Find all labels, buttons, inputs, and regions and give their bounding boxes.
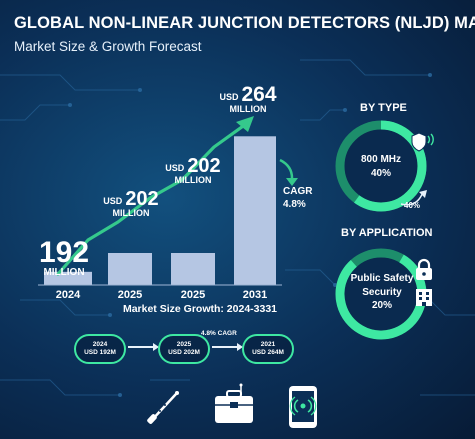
donut-segment-800mhz bbox=[335, 120, 427, 212]
page-title: GLOBAL NON-LINEAR JUNCTION DETECTORS (NL… bbox=[14, 14, 475, 32]
bar-value-number: 192 bbox=[38, 236, 90, 269]
bar-2025-2 bbox=[171, 253, 215, 285]
by-type-heading: BY TYPE bbox=[360, 102, 407, 114]
shield-icon bbox=[411, 132, 434, 152]
bar-value-label-2025a: USD USD 202 MILLION bbox=[100, 189, 162, 218]
bar-value-number: 202 bbox=[187, 155, 221, 177]
timeline-pill-2024: 2024 USD 192M bbox=[74, 334, 126, 364]
bar-value-number: 264 bbox=[241, 83, 277, 106]
bar-value-label-2025b: USD USD 202 MILLION bbox=[162, 156, 224, 185]
bar-2024-0 bbox=[44, 271, 92, 285]
growth-arrow bbox=[56, 116, 254, 276]
by-type-donut bbox=[335, 120, 427, 212]
x-tick-label: 2025 bbox=[117, 289, 143, 301]
bar-value-unit: MILLION bbox=[112, 208, 150, 218]
cagr-annotation-line1: CAGR bbox=[283, 186, 313, 197]
timeline-pill-year: 2021 bbox=[260, 341, 276, 349]
bar-value-unit: MILLION bbox=[229, 104, 267, 114]
by-type-side-label: 40% bbox=[404, 201, 421, 210]
cagr-arrow bbox=[279, 158, 298, 186]
donut-center-name-line2: Security bbox=[362, 286, 402, 298]
bar-value-label-2031: USD USD 264 MILLION bbox=[214, 84, 282, 114]
timeline-pill-2025: 2025 USD 202M bbox=[158, 334, 210, 364]
timeline-pill-value: USD 202M bbox=[168, 349, 200, 356]
donut-center-name: 800 MHz bbox=[360, 154, 401, 165]
timeline-arrow bbox=[128, 343, 159, 351]
timeline-pill-year: 2024 bbox=[92, 341, 108, 349]
timeline-pill-2031: 2021 USD 264M bbox=[242, 334, 294, 364]
page-subtitle: Market Size & Growth Forecast bbox=[14, 39, 202, 54]
timeline-pill-value: USD 192M bbox=[84, 349, 116, 356]
donut-center-value: 40% bbox=[370, 167, 391, 179]
tablet-signal-icon bbox=[289, 386, 317, 428]
curved-arrow-icon bbox=[400, 190, 427, 206]
bar-value-label-2024: 192 MILLION bbox=[36, 238, 92, 278]
bar-2025-1 bbox=[108, 253, 152, 285]
timeline-pill-value: USD 264M bbox=[252, 349, 284, 356]
by-type-center-label: 800 MHz 40% bbox=[345, 153, 417, 180]
building-icon bbox=[416, 289, 432, 306]
cagr-annotation: CAGR 4.8% bbox=[283, 186, 312, 211]
bar-value-prefix-inline: USD bbox=[165, 163, 185, 173]
by-application-heading: BY APPLICATION bbox=[341, 227, 433, 239]
bar-value-unit: MILLION bbox=[43, 267, 85, 278]
cagr-annotation-line2: 4.8% bbox=[283, 198, 306, 210]
x-tick-label: 2031 bbox=[242, 289, 268, 301]
x-axis-label: Market Size Growth: 2024-3331 bbox=[122, 303, 278, 315]
timeline-pill-year: 2025 bbox=[176, 341, 192, 349]
briefcase-detector-icon bbox=[215, 383, 253, 423]
bar-value-prefix-inline: USD bbox=[103, 196, 123, 206]
bar-2031-3 bbox=[234, 136, 276, 285]
lock-icon bbox=[416, 258, 432, 280]
bar-value-unit: MILLION bbox=[174, 175, 212, 185]
x-tick-label: 2025 bbox=[180, 289, 206, 301]
x-tick-label: 2024 bbox=[55, 289, 81, 301]
by-application-center-label: Public Safety Security 20% bbox=[342, 272, 422, 313]
donut-center-name-line1: Public Safety bbox=[350, 273, 414, 284]
by-application-donut bbox=[335, 248, 427, 340]
timeline-arrow bbox=[212, 343, 243, 351]
wand-detector-icon bbox=[147, 391, 179, 424]
bar-value-prefix-inline: USD bbox=[219, 92, 239, 102]
bar-value-number: 202 bbox=[125, 188, 159, 210]
signal-waves-icon bbox=[289, 396, 317, 416]
timeline-cagr-label: 4.8% CAGR bbox=[201, 330, 237, 337]
donut-center-value: 20% bbox=[371, 300, 392, 311]
